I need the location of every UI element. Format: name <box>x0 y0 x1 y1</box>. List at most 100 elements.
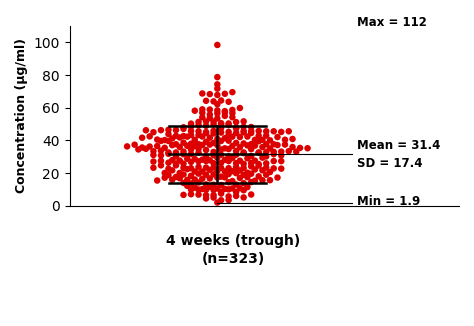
Point <box>217 147 225 152</box>
Point <box>221 91 228 96</box>
Point <box>232 125 240 130</box>
Point <box>210 140 218 145</box>
Point <box>225 194 232 199</box>
Point <box>199 169 206 174</box>
Point <box>183 134 191 139</box>
Point <box>157 138 165 143</box>
Point <box>176 144 183 150</box>
Point <box>221 113 228 118</box>
Point <box>202 158 210 164</box>
Point <box>199 115 206 120</box>
Point <box>191 169 199 174</box>
Point <box>214 142 221 148</box>
Point <box>172 174 180 180</box>
Point <box>217 130 225 135</box>
Point <box>187 141 195 146</box>
Text: 4 weeks (trough): 4 weeks (trough) <box>166 234 301 248</box>
Point <box>168 142 176 148</box>
Point <box>168 157 176 163</box>
Point <box>217 98 225 103</box>
Point <box>206 115 214 121</box>
Point <box>228 134 236 139</box>
Point <box>164 138 172 143</box>
Point <box>244 174 251 180</box>
Point <box>191 156 199 162</box>
Point <box>187 128 195 134</box>
Point <box>266 170 274 175</box>
Point <box>157 153 165 158</box>
Point <box>232 130 240 135</box>
Point <box>240 150 247 155</box>
Point <box>236 105 244 111</box>
Point <box>180 126 187 131</box>
Point <box>187 166 195 171</box>
Point <box>247 128 255 134</box>
Point <box>217 165 225 170</box>
Point <box>263 129 270 134</box>
Point <box>273 134 281 140</box>
Point <box>150 152 157 157</box>
Point <box>247 164 255 169</box>
Point <box>225 146 232 152</box>
Point <box>172 133 180 139</box>
Point <box>154 178 161 183</box>
Point <box>277 158 285 164</box>
Point <box>172 141 180 147</box>
Point <box>210 195 218 200</box>
Point <box>180 165 187 170</box>
Point <box>217 174 225 179</box>
Point <box>195 187 202 192</box>
Point <box>164 160 172 165</box>
Point <box>232 120 240 125</box>
Point <box>187 192 195 197</box>
Point <box>289 136 296 141</box>
Point <box>164 172 172 178</box>
Point <box>255 150 263 155</box>
Point <box>263 149 270 155</box>
Point <box>232 126 240 131</box>
Point <box>228 107 236 112</box>
Point <box>206 135 214 140</box>
Point <box>247 125 255 130</box>
Point <box>199 142 206 148</box>
Point <box>228 178 236 184</box>
Point <box>206 142 214 147</box>
Point <box>210 187 218 192</box>
Text: Min = 1.9: Min = 1.9 <box>357 195 420 208</box>
Point <box>289 144 296 150</box>
Point <box>202 172 210 177</box>
Point <box>195 129 202 134</box>
Point <box>168 136 176 141</box>
Point <box>240 128 247 134</box>
Point <box>228 143 236 149</box>
Point <box>285 149 292 154</box>
Point <box>255 139 263 144</box>
Point <box>191 177 199 182</box>
Point <box>210 131 218 136</box>
Point <box>214 155 221 160</box>
Point <box>225 154 232 159</box>
Point <box>202 193 210 198</box>
Point <box>210 128 218 134</box>
Point <box>232 148 240 154</box>
Point <box>240 119 247 124</box>
Point <box>176 135 183 140</box>
Point <box>263 161 270 166</box>
Point <box>214 20 221 25</box>
Point <box>232 164 240 170</box>
Point <box>214 175 221 180</box>
Point <box>142 146 150 151</box>
Point <box>199 157 206 162</box>
Point <box>195 180 202 185</box>
Point <box>164 131 172 137</box>
Point <box>247 192 255 197</box>
Point <box>270 152 277 157</box>
Point <box>217 189 225 195</box>
Point <box>164 127 172 132</box>
Point <box>161 175 168 180</box>
Point <box>206 167 214 172</box>
Point <box>240 181 247 186</box>
Point <box>255 133 263 138</box>
Point <box>232 193 240 199</box>
Point <box>247 146 255 152</box>
